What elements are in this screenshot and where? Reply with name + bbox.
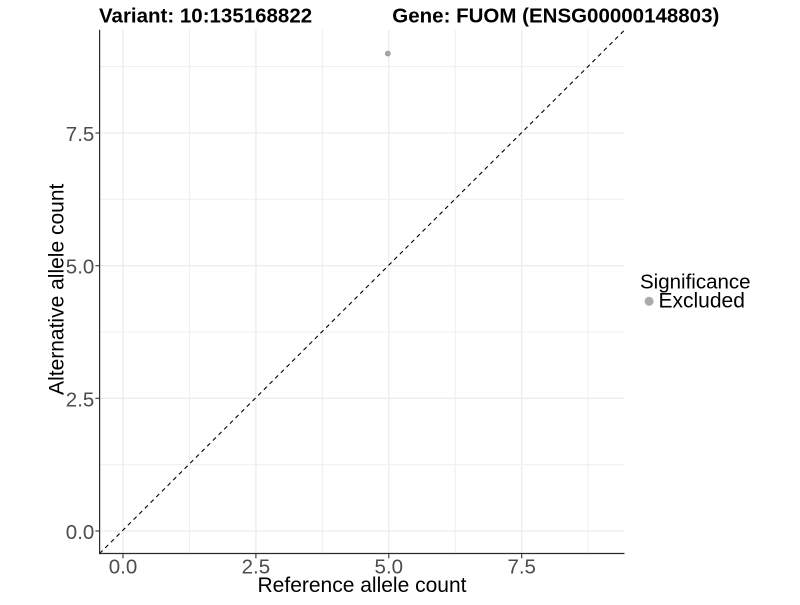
svg-text:5.0: 5.0	[375, 556, 404, 579]
svg-text:7.5: 7.5	[507, 556, 536, 579]
svg-text:2.5: 2.5	[66, 388, 95, 411]
svg-text:0.0: 0.0	[66, 521, 95, 544]
svg-text:Significance: Significance	[640, 270, 751, 293]
svg-text:Excluded: Excluded	[659, 290, 745, 313]
svg-text:Variant: 10:135168822: Variant: 10:135168822	[99, 4, 312, 27]
svg-text:Alternative allele count: Alternative allele count	[46, 183, 69, 394]
svg-text:Reference allele count: Reference allele count	[258, 574, 467, 597]
svg-text:7.5: 7.5	[66, 123, 95, 146]
svg-text:Gene: FUOM (ENSG00000148803): Gene: FUOM (ENSG00000148803)	[392, 4, 719, 27]
svg-text:5.0: 5.0	[66, 256, 95, 279]
svg-text:2.5: 2.5	[242, 556, 271, 579]
svg-text:0.0: 0.0	[109, 556, 138, 579]
